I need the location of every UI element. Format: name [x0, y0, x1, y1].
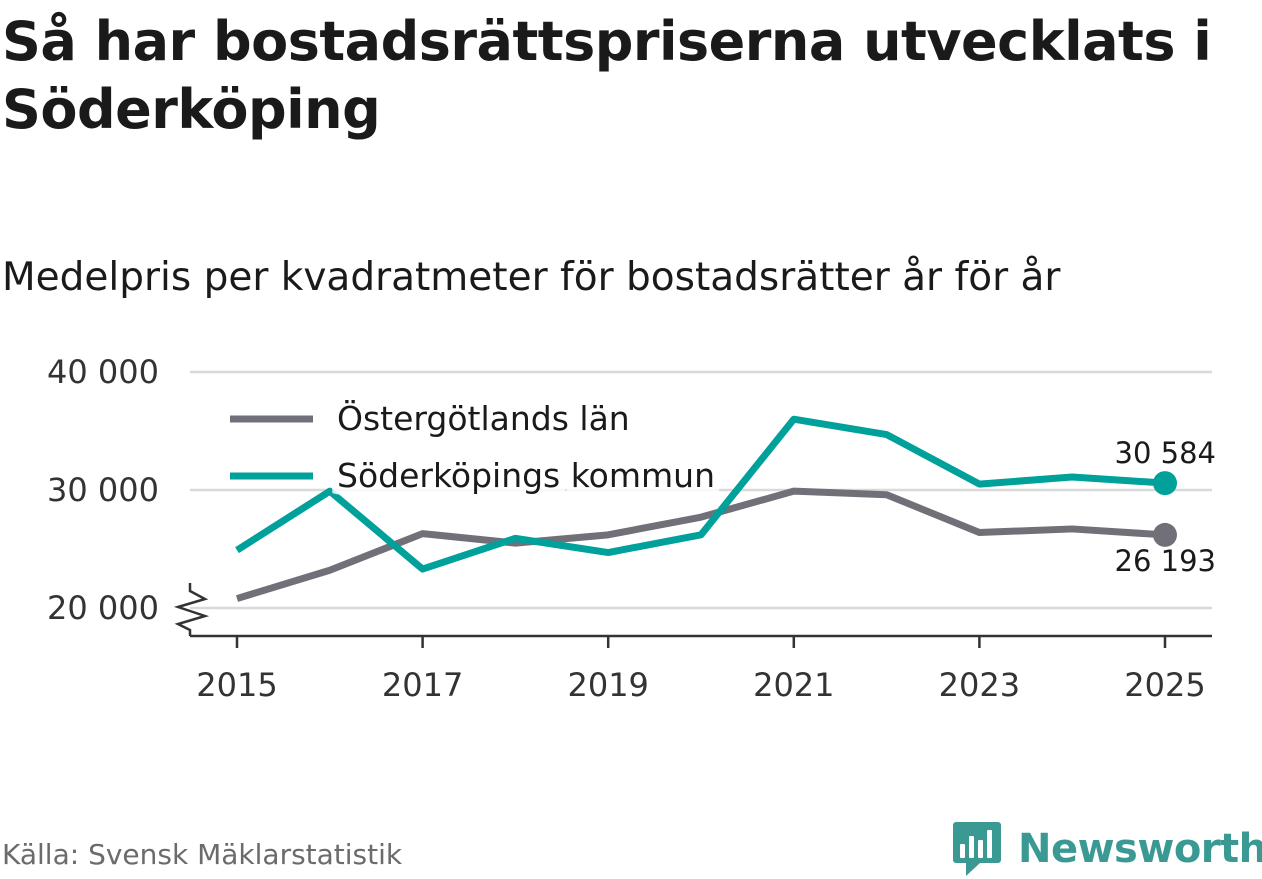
y-tick-label-40000: 40 000: [47, 353, 159, 391]
legend-label-0: Östergötlands län: [337, 398, 630, 438]
x-axis: [173, 583, 1212, 638]
x-tick-label-2019: 2019: [567, 666, 648, 704]
legend-label-halo-1: Söderköpings kommun: [337, 456, 715, 495]
end-point-0: [1153, 522, 1177, 547]
chart-title: Så har bostadsrättspriserna utvecklats i…: [2, 10, 1212, 141]
newsworthy-logo-icon: [953, 822, 1001, 876]
x-tick-label-2023: 2023: [939, 666, 1020, 704]
x-tick-label-2025: 2025: [1124, 666, 1205, 704]
legend-label-halo-0: Östergötlands län: [337, 398, 630, 438]
series-layer: [235, 415, 1166, 602]
gridlines: [190, 370, 1212, 610]
y-tick-label-30000: 30 000: [47, 471, 159, 509]
brand-name: Newsworthy: [1018, 826, 1262, 872]
end-labels: 26 193 30 584: [1115, 436, 1216, 578]
source-note: Källa: Svensk Mäklarstatistik: [2, 838, 403, 871]
y-tick-label-20000: 20 000: [47, 589, 159, 627]
end-label-0: 26 193: [1115, 544, 1216, 578]
x-tick-label-2021: 2021: [753, 666, 834, 704]
x-tick-label-2017: 2017: [382, 666, 463, 704]
y-axis-ticks: 20 000 30 000 40 000: [47, 353, 159, 627]
x-tick-label-2015: 2015: [196, 666, 277, 704]
x-axis-ticks: 2015 2017 2019 2021 2023 2025: [196, 636, 1206, 704]
newsworthy-logo: Newsworthy: [952, 820, 1262, 878]
series-line-ostergotlands-lan: [235, 487, 1166, 602]
end-label-1: 30 584: [1115, 436, 1216, 470]
y-axis-break-mark: [173, 583, 210, 636]
series-line-soderkopings-kommun: [235, 415, 1166, 573]
chart-subtitle: Medelpris per kvadratmeter för bostadsrä…: [2, 255, 1061, 300]
end-point-1: [1153, 471, 1177, 496]
legend-label-1: Söderköpings kommun: [337, 456, 715, 495]
